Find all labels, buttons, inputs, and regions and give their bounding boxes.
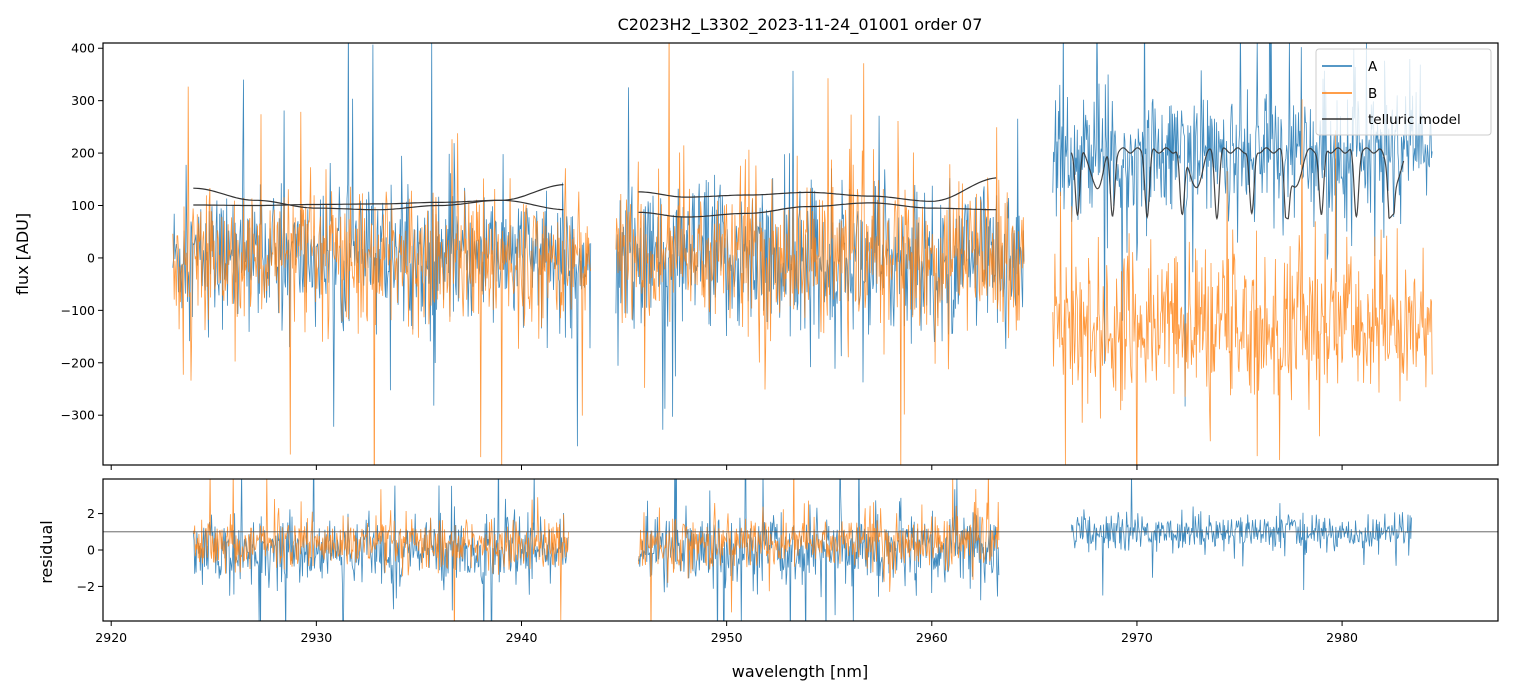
legend-frame bbox=[1315, 48, 1492, 136]
main-axes-frame bbox=[102, 42, 1499, 466]
residual-y-axis-label: residual bbox=[37, 520, 56, 583]
main-plot-area bbox=[172, 43, 1433, 465]
x-tick-label: 2920 bbox=[95, 630, 127, 645]
x-tick-label: 2960 bbox=[916, 630, 948, 645]
residual-y-tick-label: −2 bbox=[77, 579, 95, 594]
residual-plot-area bbox=[103, 479, 1498, 621]
residual-a-segment-3 bbox=[1070, 479, 1412, 596]
main-y-tick-label: 300 bbox=[71, 93, 95, 108]
legend-label-b: B bbox=[1368, 86, 1377, 102]
main-y-tick-label: 100 bbox=[71, 198, 95, 213]
legend-label-a: A bbox=[1368, 59, 1378, 75]
residual-y-axis: −2 0 2 bbox=[77, 506, 103, 594]
main-y-tick-label: −200 bbox=[61, 355, 95, 370]
telluric-curve-3 bbox=[638, 177, 997, 202]
x-tick-label: 2950 bbox=[711, 630, 743, 645]
residual-b-segment-2 bbox=[638, 479, 1000, 621]
telluric-curve-4 bbox=[638, 202, 997, 218]
telluric-absorption bbox=[1070, 147, 1405, 221]
residual-panel: −2 0 2 2920 2930 2940 2950 2960 2970 2980 residu… bbox=[37, 478, 1499, 681]
main-y-tick-label: 400 bbox=[71, 41, 95, 56]
residual-b-segment-1 bbox=[192, 479, 569, 621]
telluric-curve-2 bbox=[193, 199, 564, 211]
main-y-tick-label: 0 bbox=[87, 250, 95, 265]
x-tick-label: 2930 bbox=[300, 630, 332, 645]
main-x-axis bbox=[110, 465, 1343, 470]
series-a-segment-1 bbox=[172, 43, 592, 447]
series-b-segment-2 bbox=[615, 43, 1025, 465]
series-b-segment-1 bbox=[172, 86, 592, 465]
legend-label-telluric: telluric model bbox=[1368, 112, 1461, 128]
main-y-tick-label: −300 bbox=[61, 408, 95, 423]
x-tick-label: 2970 bbox=[1121, 630, 1153, 645]
main-panel: −300 −200 −100 0 100 200 300 400 flux [ADU] A B… bbox=[13, 41, 1499, 470]
residual-y-tick-label: 0 bbox=[87, 543, 95, 558]
main-y-axis: −300 −200 −100 0 100 200 300 400 bbox=[61, 41, 103, 423]
x-axis-label: wavelength [nm] bbox=[732, 662, 869, 681]
residual-y-tick-label: 2 bbox=[87, 506, 95, 521]
residual-a-segment-1 bbox=[192, 479, 569, 621]
residual-x-axis: 2920 2930 2940 2950 2960 2970 2980 bbox=[95, 621, 1358, 645]
chart-title: C2023H2_L3302_2023-11-24_01001 order 07 bbox=[618, 15, 983, 35]
main-y-tick-label: −100 bbox=[61, 303, 95, 318]
x-tick-label: 2980 bbox=[1326, 630, 1358, 645]
main-y-axis-label: flux [ADU] bbox=[13, 213, 32, 295]
series-b-segment-3 bbox=[1052, 99, 1433, 465]
legend: A B telluric model bbox=[1315, 48, 1492, 136]
main-y-tick-label: 200 bbox=[71, 146, 95, 161]
x-tick-label: 2940 bbox=[506, 630, 538, 645]
series-a-segment-3 bbox=[1052, 43, 1433, 407]
